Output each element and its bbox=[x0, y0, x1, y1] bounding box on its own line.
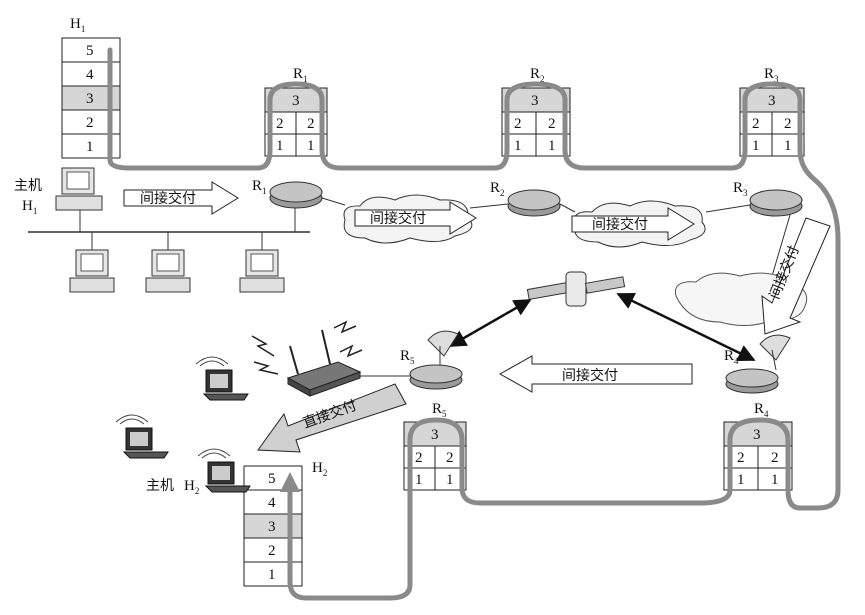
svg-text:3: 3 bbox=[768, 93, 776, 109]
host2-laptop-icon bbox=[197, 448, 251, 493]
svg-text:1: 1 bbox=[276, 138, 284, 154]
host1-layer-5-label: 5 bbox=[86, 43, 94, 59]
svg-text:2: 2 bbox=[307, 116, 315, 132]
svg-text:1: 1 bbox=[784, 138, 792, 154]
svg-text:1: 1 bbox=[268, 567, 276, 583]
wireless-signal-icons bbox=[251, 320, 363, 375]
laptop-icon-2 bbox=[115, 414, 169, 459]
host1-stack-label: H1 bbox=[70, 16, 85, 34]
svg-text:3: 3 bbox=[431, 427, 439, 443]
indirect-delivery-arrow-2: 间接交付 bbox=[354, 201, 477, 235]
router5-stack-label: R5 bbox=[432, 401, 447, 419]
svg-text:2: 2 bbox=[268, 543, 276, 559]
router4-protocol-stack: R4 3 2 2 1 1 bbox=[723, 401, 793, 491]
svg-text:2: 2 bbox=[514, 116, 522, 132]
svg-text:1: 1 bbox=[514, 138, 522, 154]
svg-text:间接交付: 间接交付 bbox=[370, 210, 426, 227]
host1-layer-4-label: 4 bbox=[86, 67, 94, 83]
host1-layer-3-label: 3 bbox=[86, 91, 94, 107]
host1-label: H1 bbox=[22, 198, 37, 216]
router1-label: R1 bbox=[252, 178, 267, 196]
indirect-delivery-arrow-1: 间接交付 bbox=[123, 181, 239, 215]
lan-computer-icon-2 bbox=[145, 232, 191, 293]
link-r2-cloud bbox=[559, 203, 576, 213]
link-r1-cloud bbox=[321, 197, 346, 206]
router4-label: R4 bbox=[724, 348, 739, 366]
svg-text:2: 2 bbox=[548, 116, 556, 132]
router4-icon bbox=[725, 334, 791, 394]
router5-label: R5 bbox=[400, 348, 415, 366]
data-path bbox=[107, 47, 841, 601]
svg-text:间接交付: 间接交付 bbox=[140, 190, 196, 207]
svg-text:2: 2 bbox=[771, 450, 779, 466]
router3-protocol-stack: R3 3 2 2 1 1 bbox=[739, 66, 805, 157]
host1-layer-1-label: 1 bbox=[86, 139, 94, 155]
svg-text:2: 2 bbox=[752, 116, 760, 132]
svg-text:2: 2 bbox=[737, 450, 745, 466]
router5-icon bbox=[409, 330, 463, 390]
svg-text:1: 1 bbox=[415, 472, 423, 488]
svg-text:3: 3 bbox=[753, 427, 761, 443]
svg-text:1: 1 bbox=[737, 472, 745, 488]
svg-text:1: 1 bbox=[548, 138, 556, 154]
svg-text:1: 1 bbox=[752, 138, 760, 154]
host2-name-label: 主机 bbox=[146, 478, 174, 494]
host1-computer-icon bbox=[55, 167, 103, 232]
host2-label: H2 bbox=[184, 478, 199, 496]
svg-text:间接交付: 间接交付 bbox=[592, 216, 648, 233]
svg-text:1: 1 bbox=[771, 472, 779, 488]
router2-icon bbox=[507, 189, 561, 217]
lan-computer-icon-1 bbox=[69, 232, 115, 293]
router5-protocol-stack: R5 3 2 2 1 1 bbox=[403, 401, 467, 491]
svg-text:5: 5 bbox=[268, 471, 276, 487]
link-cloud-r3 bbox=[705, 204, 751, 213]
svg-text:3: 3 bbox=[531, 93, 539, 109]
router3-stack-label: R3 bbox=[764, 66, 779, 84]
host1-layer-2-label: 2 bbox=[86, 115, 94, 131]
svg-text:1: 1 bbox=[446, 472, 454, 488]
laptop-icon-1 bbox=[195, 356, 249, 401]
direct-delivery-arrow: 直接交付 bbox=[257, 383, 407, 453]
host2-protocol-stack: H2 5 4 3 2 1 bbox=[243, 460, 327, 587]
router3-icon bbox=[749, 189, 803, 217]
router1-stack-label: R1 bbox=[293, 66, 308, 84]
svg-text:间接交付: 间接交付 bbox=[562, 367, 618, 384]
host1-name-label: 主机 bbox=[14, 178, 42, 194]
router1-icon bbox=[269, 181, 323, 209]
svg-text:2: 2 bbox=[446, 450, 454, 466]
svg-text:3: 3 bbox=[268, 519, 276, 535]
wireless-access-point-icon bbox=[286, 329, 410, 397]
router2-stack-label: R2 bbox=[530, 66, 545, 84]
router2-protocol-stack: R2 3 2 2 1 1 bbox=[501, 66, 571, 157]
router3-label: R3 bbox=[733, 180, 748, 198]
svg-text:1: 1 bbox=[307, 138, 315, 154]
svg-text:2: 2 bbox=[784, 116, 792, 132]
indirect-delivery-arrow-5: 间接交付 bbox=[498, 355, 693, 393]
host2-stack-label: H2 bbox=[312, 460, 327, 478]
router4-stack-label: R4 bbox=[754, 401, 769, 419]
router1-protocol-stack: R1 3 2 2 1 1 bbox=[264, 66, 328, 157]
svg-text:2: 2 bbox=[276, 116, 284, 132]
svg-text:3: 3 bbox=[292, 93, 300, 109]
svg-text:4: 4 bbox=[268, 495, 276, 511]
svg-text:2: 2 bbox=[415, 450, 423, 466]
router2-label: R2 bbox=[490, 180, 505, 198]
satellite-link-r5 bbox=[448, 298, 532, 348]
satellite-link-r4 bbox=[616, 292, 756, 362]
indirect-delivery-arrow-3: 间接交付 bbox=[571, 207, 695, 241]
lan-computer-icon-3 bbox=[239, 232, 285, 293]
link-cloud-r2 bbox=[469, 203, 509, 209]
satellite-icon bbox=[526, 271, 626, 307]
